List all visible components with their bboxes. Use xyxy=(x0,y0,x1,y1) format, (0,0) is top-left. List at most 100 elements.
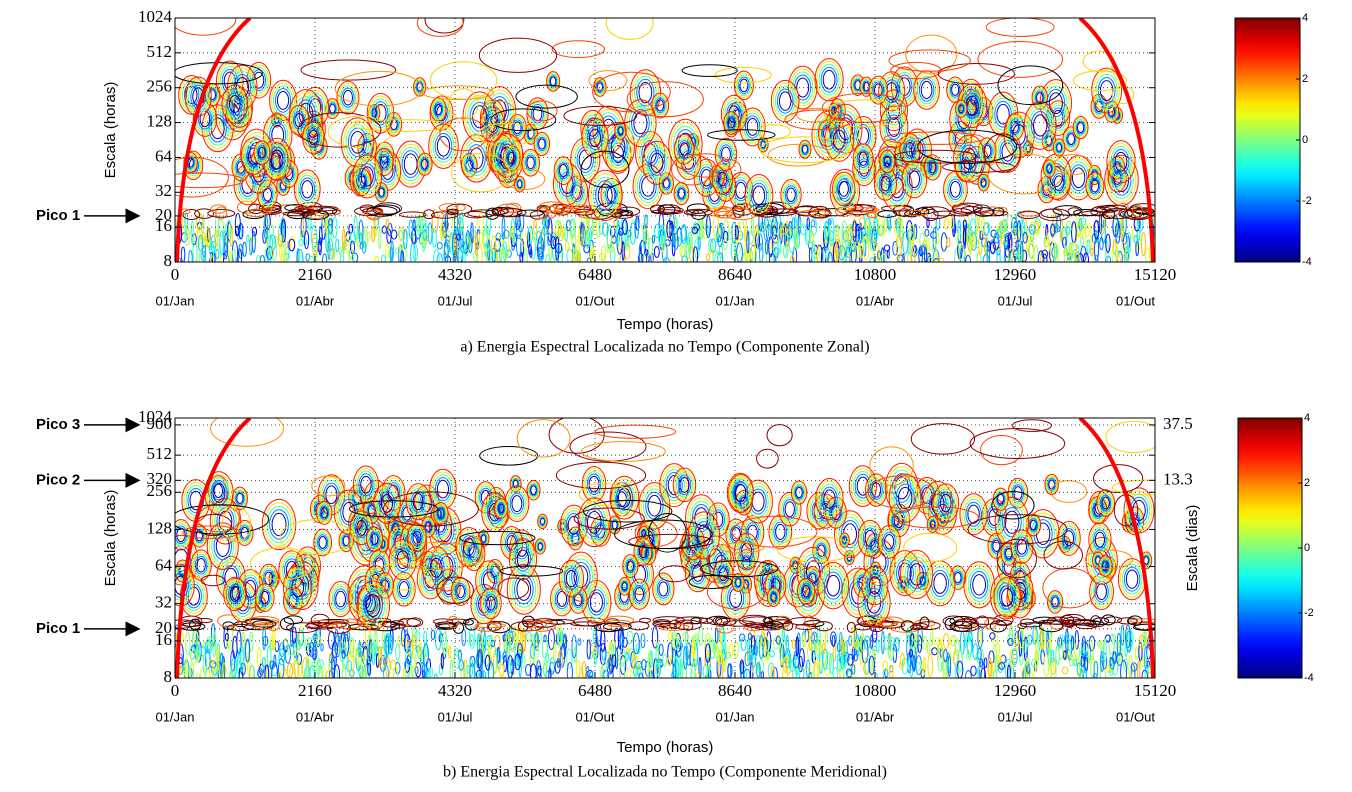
contour-line xyxy=(211,411,284,447)
date-label: 01/Jul xyxy=(998,709,1033,724)
contour-line xyxy=(827,575,840,596)
contour-line xyxy=(971,666,976,676)
contour-line xyxy=(539,139,545,149)
x-tick-label: 8640 xyxy=(718,265,752,284)
contour-line xyxy=(1021,623,1042,627)
contour-line xyxy=(298,175,316,203)
y-tick-label: 64 xyxy=(155,555,173,574)
contour-line xyxy=(822,569,844,602)
contour-line xyxy=(565,241,569,250)
contour-line xyxy=(581,442,665,462)
contour-line xyxy=(856,156,872,181)
contour-line xyxy=(936,254,938,269)
contour-line xyxy=(189,250,193,268)
contour-line xyxy=(196,674,199,681)
contour-line xyxy=(686,630,688,646)
contour-line xyxy=(881,530,897,554)
contour-line xyxy=(275,641,279,651)
contour-line xyxy=(277,91,288,109)
contour-line xyxy=(728,664,732,678)
contour-line xyxy=(944,219,949,229)
contour-line xyxy=(403,668,406,686)
contour-line xyxy=(696,672,699,681)
x-tick-label: 2160 xyxy=(298,681,332,700)
date-label: 01/Jul xyxy=(438,709,473,724)
contour-line xyxy=(1034,115,1047,136)
contour-line xyxy=(238,249,241,269)
colorbar xyxy=(1235,18,1300,262)
contour-line xyxy=(511,118,524,137)
x-axis-label: Tempo (horas) xyxy=(617,316,714,333)
contour-line xyxy=(413,220,415,230)
date-label: 01/Out xyxy=(575,709,614,724)
y-tick-label: 512 xyxy=(147,42,173,61)
contour-line xyxy=(812,241,815,264)
colorbar-tick-label: 0 xyxy=(1304,542,1310,554)
contour-line xyxy=(726,209,756,220)
contour-line xyxy=(1043,568,1096,608)
contour-line xyxy=(978,41,1063,77)
contour-line xyxy=(606,6,653,39)
contour-line xyxy=(931,628,933,646)
contour-line xyxy=(970,428,1065,458)
date-label: 01/Abr xyxy=(856,293,895,308)
contour-line xyxy=(1057,144,1062,152)
contour-line xyxy=(888,635,891,659)
contour-line xyxy=(1118,641,1120,662)
contour-line xyxy=(652,235,654,243)
contour-line xyxy=(641,634,645,648)
x-tick-label: 6480 xyxy=(578,681,612,700)
contour-line xyxy=(977,252,981,268)
x-tick-label: 15120 xyxy=(1134,265,1177,284)
contour-line xyxy=(807,218,809,230)
contour-line xyxy=(1142,233,1146,256)
colorbar-tick-label: 2 xyxy=(1304,477,1310,489)
contour-line xyxy=(257,255,260,264)
contour-line xyxy=(531,486,536,495)
contour-line xyxy=(349,224,353,233)
contour-line xyxy=(654,246,659,257)
contour-line xyxy=(973,575,986,595)
contour-line xyxy=(489,563,500,580)
contour-line xyxy=(250,632,253,652)
contour-line xyxy=(627,668,631,679)
contour-line xyxy=(792,640,795,649)
contour-texture xyxy=(165,411,1184,689)
colorbar-tick-label: 4 xyxy=(1302,12,1308,24)
contour-line xyxy=(1034,246,1038,267)
contour-line xyxy=(663,654,667,666)
contour-line xyxy=(678,189,684,199)
contour-line xyxy=(1095,532,1104,547)
x-tick-label: 4320 xyxy=(438,265,472,284)
contour-line xyxy=(778,239,780,252)
contour-line xyxy=(424,631,427,644)
contour-line xyxy=(299,239,303,245)
contour-line xyxy=(460,213,462,233)
contour-line xyxy=(740,79,748,92)
contour-line xyxy=(823,70,835,89)
contour-line xyxy=(981,435,1023,464)
contour-line xyxy=(1021,619,1034,624)
x-tick-label: 8640 xyxy=(718,681,752,700)
contour-line xyxy=(1135,647,1138,660)
contour-line xyxy=(659,582,668,596)
contour-line xyxy=(1104,638,1107,662)
contour-line xyxy=(404,229,407,249)
contour-line xyxy=(252,231,255,252)
y-tick-label: 64 xyxy=(155,146,173,165)
colorbar-tick-label: 2 xyxy=(1302,73,1308,85)
contour-line xyxy=(431,212,458,218)
contour-line xyxy=(417,83,422,91)
contour-line xyxy=(431,630,434,639)
contour-line xyxy=(659,644,663,655)
contour-line xyxy=(921,81,932,98)
date-label: 01/Abr xyxy=(296,293,335,308)
contour-line xyxy=(830,632,836,646)
contour-line xyxy=(225,633,228,640)
contour-line xyxy=(524,248,527,270)
contour-line xyxy=(765,565,769,571)
contour-line xyxy=(428,223,432,244)
contour-line xyxy=(243,242,246,256)
contour-line xyxy=(998,66,1063,105)
date-label: 01/Out xyxy=(1116,293,1155,308)
